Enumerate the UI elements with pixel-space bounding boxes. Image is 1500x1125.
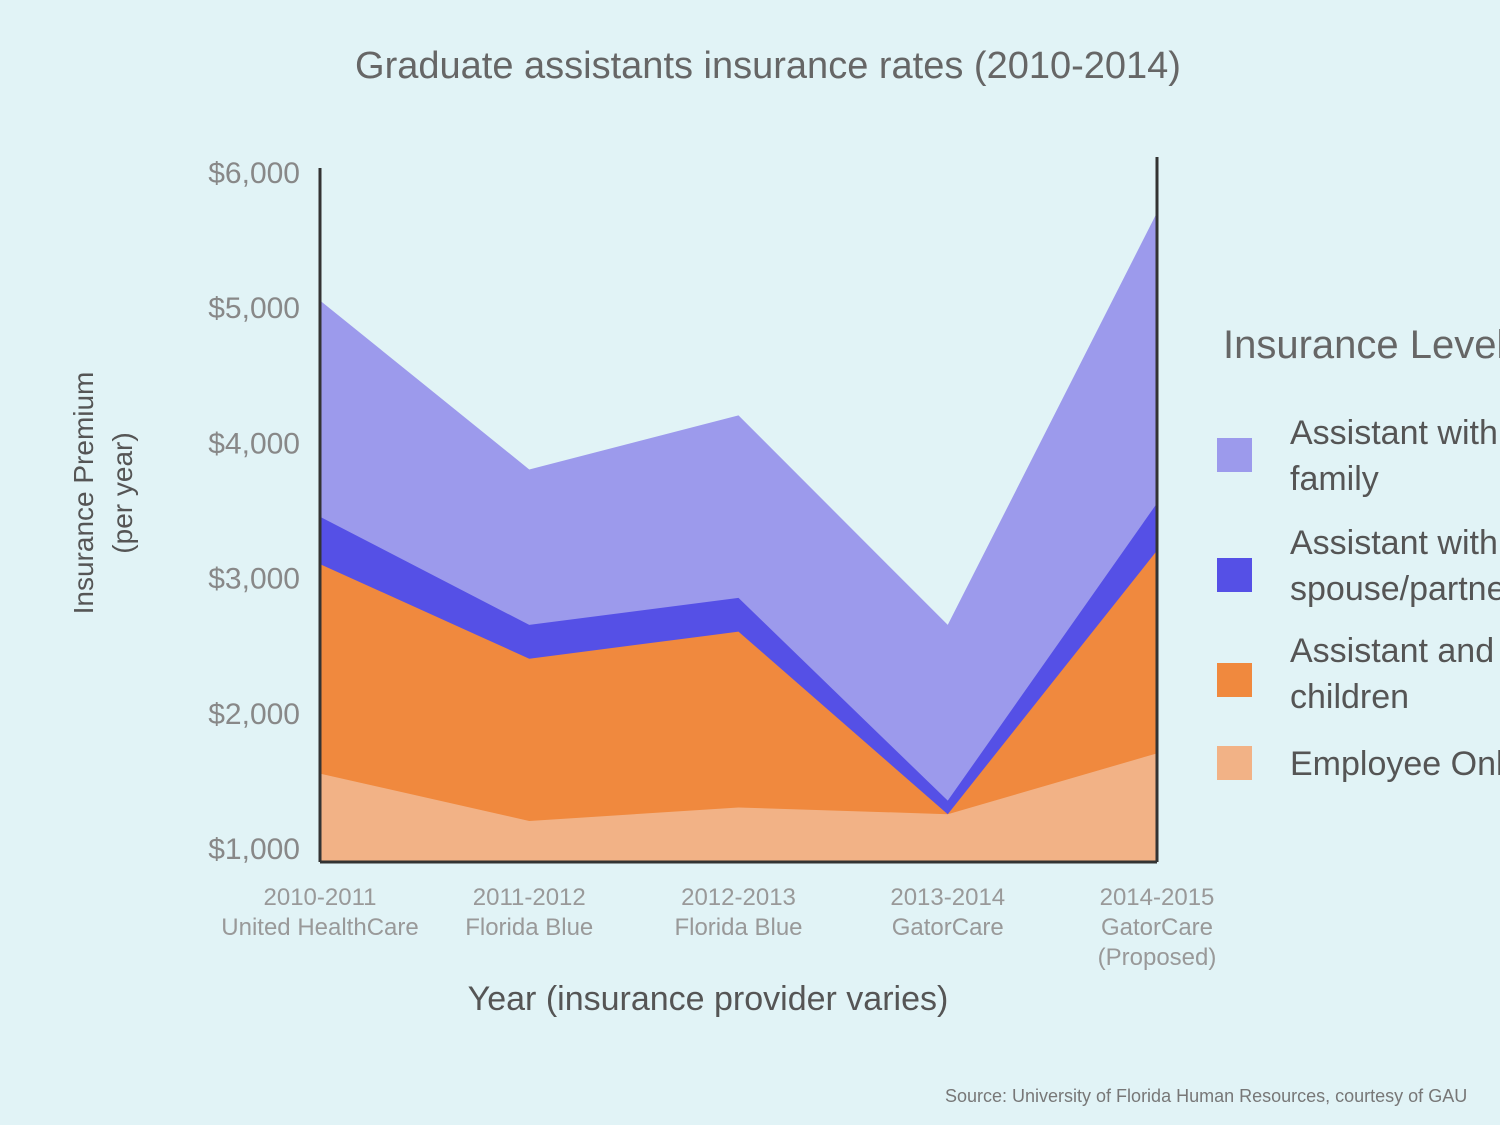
chart-title: Graduate assistants insurance rates (201… [355, 45, 1181, 87]
legend-label: children [1290, 678, 1409, 716]
x-tick-label: United HealthCare [221, 914, 418, 941]
legend-label: spouse/partner [1290, 570, 1500, 608]
legend: Assistant with family Assistant with spouse… [1217, 414, 1500, 783]
y-tick-label: $5,000 [208, 292, 300, 325]
y-tick-label: $1,000 [208, 833, 300, 866]
x-axis-label: Year (insurance provider varies) [468, 980, 949, 1018]
legend-label: Employee Only [1290, 745, 1500, 783]
legend-swatch [1217, 558, 1252, 592]
y-axis-label: Insurance Premium [68, 372, 99, 615]
legend-title: Insurance Level [1223, 323, 1500, 367]
x-tick-label: (Proposed) [1098, 944, 1217, 971]
legend-swatch [1217, 746, 1252, 780]
y-tick-label: $4,000 [208, 427, 300, 460]
legend-label: family [1290, 460, 1379, 498]
y-axis-sublabel: (per year) [107, 432, 138, 553]
x-tick-label: GatorCare [892, 914, 1004, 941]
y-tick-label: $2,000 [208, 698, 300, 731]
legend-label: Assistant with [1290, 524, 1498, 562]
x-tick-label: Florida Blue [465, 914, 593, 941]
x-tick-label: 2012-2013 [681, 884, 796, 911]
source-note: Source: University of Florida Human Reso… [945, 1086, 1467, 1106]
x-tick-group: 2010-2011 United HealthCare 2011-2012 Flori… [221, 884, 1216, 971]
x-tick-label: 2011-2012 [473, 884, 586, 911]
x-tick-label: 2010-2011 [264, 884, 377, 911]
x-tick-label: GatorCare [1101, 914, 1213, 941]
area-assistant-and-children [320, 550, 1157, 862]
legend-swatch [1217, 663, 1252, 697]
x-tick-label: 2013-2014 [890, 884, 1005, 911]
x-tick-label: Florida Blue [674, 914, 802, 941]
x-tick-label: 2014-2015 [1100, 884, 1215, 911]
legend-label: Assistant with [1290, 414, 1498, 452]
legend-label: Assistant and [1290, 632, 1494, 670]
y-tick-label: $3,000 [208, 563, 300, 596]
y-tick-label: $6,000 [208, 157, 300, 190]
legend-swatch [1217, 438, 1252, 472]
y-tick-group: $1,000 $2,000 $3,000 $4,000 $5,000 $6,000 [208, 157, 300, 866]
area-series-group [320, 212, 1157, 862]
area-employee-only [320, 753, 1157, 862]
